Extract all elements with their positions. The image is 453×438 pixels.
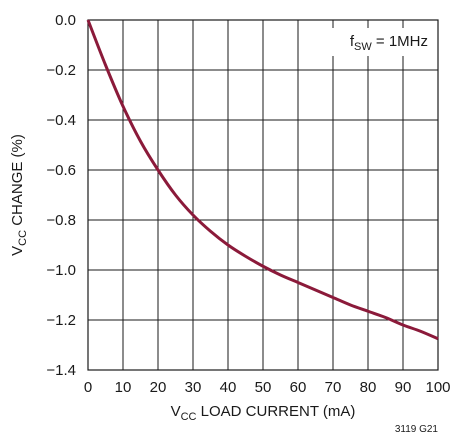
y-tick-label: 0.0 bbox=[55, 12, 76, 29]
annotation-sub: SW bbox=[354, 41, 372, 53]
x-tick-label: 80 bbox=[360, 379, 377, 396]
x-tick-label: 50 bbox=[255, 379, 272, 396]
annotation-rest: = 1MHz bbox=[372, 33, 428, 50]
x-tick-label: 70 bbox=[325, 379, 342, 396]
x-axis-label: VCC LOAD CURRENT (mA) bbox=[171, 403, 356, 423]
x-tick-label: 0 bbox=[84, 379, 92, 396]
y-tick-labels: 0.0 −0.2 −0.4 −0.6 −0.8 −1.0 −1.2 −1.4 bbox=[46, 12, 76, 379]
y-tick-label: −0.4 bbox=[46, 112, 76, 129]
x-tick-label: 10 bbox=[115, 379, 132, 396]
y-tick-label: −0.2 bbox=[46, 62, 76, 79]
y-tick-label: −0.8 bbox=[46, 212, 76, 229]
x-tick-label: 100 bbox=[425, 379, 450, 396]
frequency-annotation: fSW = 1MHz bbox=[350, 33, 428, 53]
x-tick-label: 30 bbox=[185, 379, 202, 396]
x-tick-label: 90 bbox=[395, 379, 412, 396]
x-tick-label: 40 bbox=[220, 379, 237, 396]
y-tick-label: −1.2 bbox=[46, 312, 76, 329]
y-axis-label-sub: CC bbox=[17, 230, 29, 246]
y-axis-label: VCC CHANGE (%) bbox=[9, 134, 29, 256]
annotation-main: f bbox=[350, 33, 355, 50]
y-axis-label-main: V bbox=[9, 246, 26, 256]
annotation-background bbox=[326, 28, 434, 56]
series-line bbox=[86, 19, 439, 341]
x-axis-label-main: V bbox=[171, 403, 181, 420]
x-axis-label-rest: LOAD CURRENT (mA) bbox=[197, 403, 356, 420]
x-axis-label-sub: CC bbox=[181, 411, 197, 423]
y-axis-label-rest: CHANGE (%) bbox=[9, 134, 26, 230]
y-tick-label: −0.6 bbox=[46, 162, 76, 179]
series-group bbox=[86, 19, 439, 341]
grid bbox=[87, 19, 439, 371]
figure-id: 3119 G21 bbox=[395, 424, 439, 435]
plot-frame bbox=[87, 19, 439, 371]
x-tick-label: 60 bbox=[290, 379, 307, 396]
x-tick-labels: 0 10 20 30 40 50 60 70 80 90 100 bbox=[84, 379, 451, 396]
y-tick-label: −1.4 bbox=[46, 362, 76, 379]
y-tick-label: −1.0 bbox=[46, 262, 76, 279]
x-tick-label: 20 bbox=[150, 379, 167, 396]
